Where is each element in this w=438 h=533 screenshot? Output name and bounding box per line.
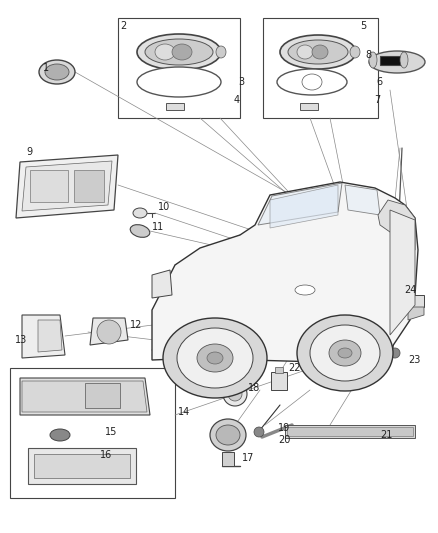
Bar xyxy=(34,454,130,478)
Ellipse shape xyxy=(295,285,315,295)
Ellipse shape xyxy=(302,74,322,90)
Ellipse shape xyxy=(50,429,70,441)
Polygon shape xyxy=(408,307,424,320)
Polygon shape xyxy=(390,210,415,335)
Text: 23: 23 xyxy=(408,355,420,365)
Text: 13: 13 xyxy=(15,335,27,345)
Text: 4: 4 xyxy=(234,95,240,105)
Text: 7: 7 xyxy=(374,95,380,105)
Bar xyxy=(28,448,136,484)
Ellipse shape xyxy=(39,60,75,84)
Ellipse shape xyxy=(350,46,360,58)
Text: 17: 17 xyxy=(242,453,254,463)
Ellipse shape xyxy=(133,208,147,218)
Ellipse shape xyxy=(216,425,240,445)
Text: 8: 8 xyxy=(365,50,371,60)
Ellipse shape xyxy=(137,67,221,97)
Text: 1: 1 xyxy=(43,63,49,73)
Ellipse shape xyxy=(223,382,247,406)
Ellipse shape xyxy=(228,387,242,401)
Text: 11: 11 xyxy=(152,222,164,232)
Text: 10: 10 xyxy=(158,202,170,212)
Text: 20: 20 xyxy=(278,435,290,445)
Ellipse shape xyxy=(97,320,121,344)
Ellipse shape xyxy=(207,352,223,364)
Ellipse shape xyxy=(216,46,226,58)
Bar xyxy=(300,103,318,110)
Ellipse shape xyxy=(177,328,253,388)
Ellipse shape xyxy=(280,35,356,69)
Ellipse shape xyxy=(45,64,69,80)
Bar xyxy=(118,18,240,118)
Text: 6: 6 xyxy=(376,77,382,87)
Ellipse shape xyxy=(145,39,213,65)
Bar xyxy=(408,295,424,307)
Polygon shape xyxy=(270,185,338,228)
Bar xyxy=(222,452,234,466)
Bar xyxy=(10,368,175,498)
Text: 24: 24 xyxy=(404,285,417,295)
Ellipse shape xyxy=(172,44,192,60)
Text: 14: 14 xyxy=(178,407,190,417)
Text: 22: 22 xyxy=(288,363,300,373)
Polygon shape xyxy=(90,318,128,345)
Ellipse shape xyxy=(369,52,377,68)
Bar xyxy=(74,170,104,202)
Ellipse shape xyxy=(197,344,233,372)
Polygon shape xyxy=(22,161,112,211)
Ellipse shape xyxy=(329,340,361,366)
Ellipse shape xyxy=(288,40,348,64)
Ellipse shape xyxy=(297,45,313,59)
Bar xyxy=(275,367,283,373)
Bar xyxy=(30,170,68,202)
Ellipse shape xyxy=(400,52,408,68)
Bar xyxy=(166,103,184,110)
Polygon shape xyxy=(152,182,418,362)
Ellipse shape xyxy=(137,34,221,70)
Polygon shape xyxy=(20,378,150,415)
Ellipse shape xyxy=(163,318,267,398)
Text: 15: 15 xyxy=(105,427,117,437)
Bar xyxy=(271,372,287,390)
Ellipse shape xyxy=(210,419,246,451)
Bar xyxy=(287,427,413,436)
Text: 9: 9 xyxy=(26,147,32,157)
Bar xyxy=(263,18,378,118)
Ellipse shape xyxy=(254,427,264,437)
Ellipse shape xyxy=(312,45,328,59)
Text: 3: 3 xyxy=(238,77,244,87)
Ellipse shape xyxy=(130,224,150,237)
Bar xyxy=(380,56,402,65)
Ellipse shape xyxy=(310,325,380,381)
Ellipse shape xyxy=(369,51,425,73)
Text: 18: 18 xyxy=(248,383,260,393)
Ellipse shape xyxy=(338,348,352,358)
Ellipse shape xyxy=(297,315,393,391)
Text: 5: 5 xyxy=(360,21,366,31)
Polygon shape xyxy=(22,315,65,358)
Polygon shape xyxy=(258,183,342,225)
Polygon shape xyxy=(16,155,118,218)
Text: 16: 16 xyxy=(100,450,112,460)
Polygon shape xyxy=(22,381,147,412)
Ellipse shape xyxy=(390,348,400,358)
Ellipse shape xyxy=(155,44,175,60)
Polygon shape xyxy=(152,270,172,298)
Text: 21: 21 xyxy=(380,430,392,440)
Text: 19: 19 xyxy=(278,423,290,433)
Polygon shape xyxy=(378,200,415,250)
Polygon shape xyxy=(345,185,380,215)
Bar xyxy=(285,425,415,438)
Text: 2: 2 xyxy=(120,21,126,31)
Ellipse shape xyxy=(277,69,347,95)
Polygon shape xyxy=(38,320,62,352)
Bar xyxy=(85,383,120,408)
Text: 12: 12 xyxy=(130,320,142,330)
